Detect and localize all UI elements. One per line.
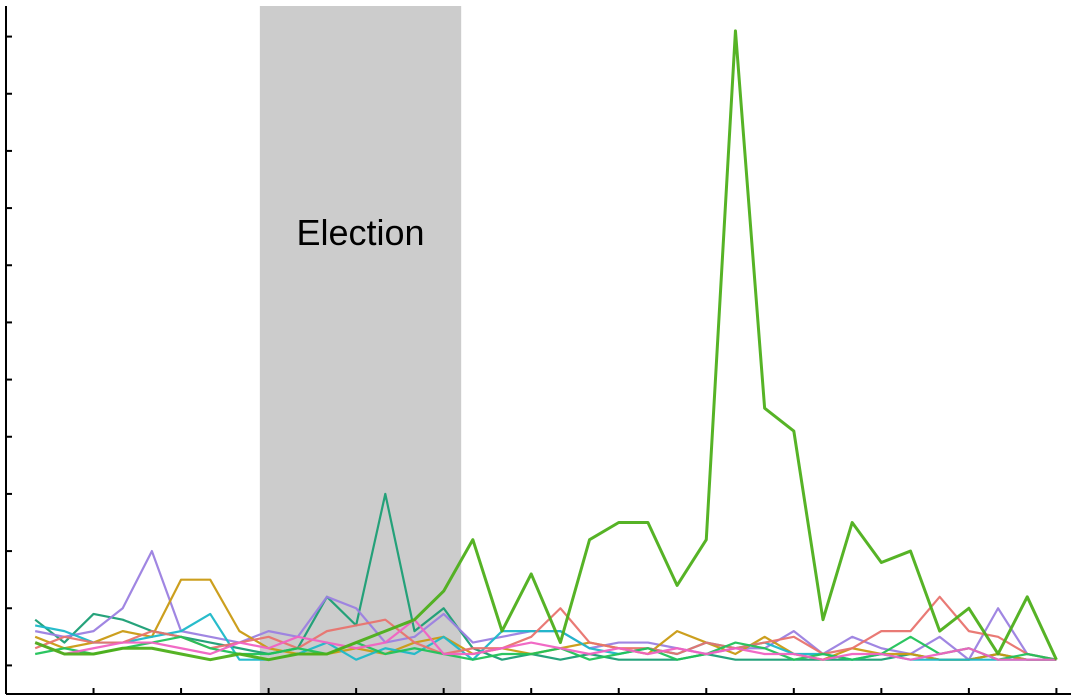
series-line-1 — [34, 29, 1058, 662]
election-shaded-band — [259, 6, 462, 694]
series-line-2 — [34, 492, 1057, 661]
annotation-label: Election — [296, 212, 424, 253]
series-line-8 — [34, 618, 1057, 661]
series-line-7 — [34, 635, 1057, 661]
series-line-4 — [34, 578, 1057, 661]
